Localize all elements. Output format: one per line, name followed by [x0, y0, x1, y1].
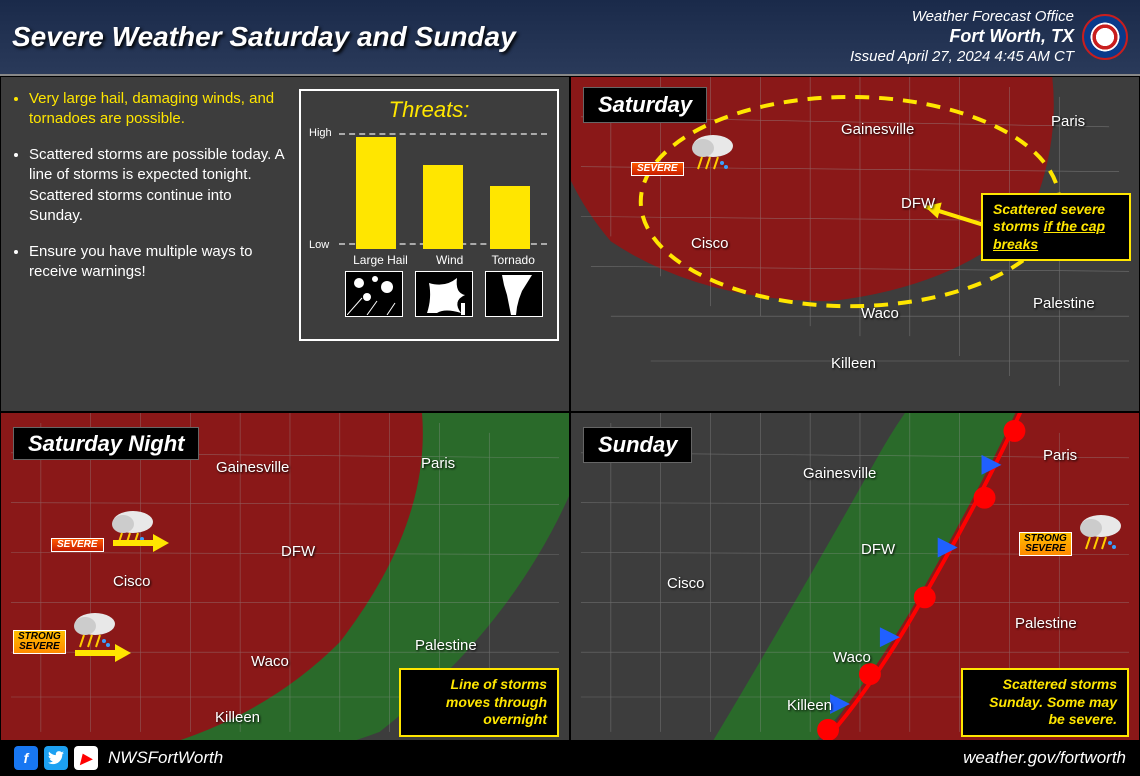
city-palestine-sn: Palestine	[415, 637, 477, 654]
bar-hail	[356, 137, 396, 249]
city-dfw-sn: DFW	[281, 543, 315, 560]
label-sunday: Sunday	[583, 427, 692, 463]
bullet-3: Ensure you have multiple ways to receive…	[29, 242, 289, 283]
hail-icon	[345, 271, 403, 317]
office-line2: Fort Worth, TX	[850, 26, 1074, 48]
axis-high: High	[309, 127, 332, 139]
city-waco-sat: Waco	[861, 305, 899, 322]
header-right: Weather Forecast Office Fort Worth, TX I…	[850, 8, 1128, 66]
footer-bar: f ▶ NWSFortWorth weather.gov/fortworth	[0, 740, 1140, 776]
social-handle: NWSFortWorth	[108, 748, 223, 768]
bars-container	[343, 129, 543, 249]
bullet-1: Very large hail, damaging winds, and tor…	[29, 89, 289, 130]
header-bar: Severe Weather Saturday and Sunday Weath…	[0, 0, 1140, 76]
city-palestine-sun: Palestine	[1015, 615, 1077, 632]
callout-satnight: Line of storms moves through overnight	[399, 668, 559, 737]
lbl-wind: Wind	[436, 253, 463, 267]
city-killeen-sun: Killeen	[787, 697, 832, 714]
arrow-1-icon	[111, 531, 171, 555]
threats-box: Threats: High Low Large Hail Wind Tornad…	[299, 89, 559, 341]
bullet-2: Scattered storms are possible today. A l…	[29, 145, 289, 226]
youtube-icon[interactable]: ▶	[74, 746, 98, 770]
bar-tornado	[490, 186, 530, 248]
issued-line: Issued April 27, 2024 4:45 AM CT	[850, 48, 1074, 66]
wind-icon	[415, 271, 473, 317]
panel-saturday: Saturday SEVERE Gainesville Paris DFW Ci…	[570, 76, 1140, 412]
threats-title: Threats:	[309, 97, 549, 123]
city-gainesville-sat: Gainesville	[841, 121, 914, 138]
threats-chart: High Low	[339, 129, 547, 249]
panel-saturday-night: Saturday Night SEVERE STRONGSEVERE Gaine…	[0, 412, 570, 748]
city-paris-sun: Paris	[1043, 447, 1077, 464]
city-cisco-sat: Cisco	[691, 235, 729, 252]
bar-labels: Large Hail Wind Tornado	[339, 253, 549, 267]
strong-tag-sun: STRONGSEVERE	[1019, 532, 1072, 556]
axis-low: Low	[309, 239, 329, 251]
strong-tag-sn: STRONGSEVERE	[13, 630, 66, 654]
label-saturday: Saturday	[583, 87, 707, 123]
panel-sunday: Sunday STRONGSEVERE Gainesville Paris DF…	[570, 412, 1140, 748]
lbl-tornado: Tornado	[492, 253, 535, 267]
callout-sunday: Scattered storms Sunday. Some may be sev…	[961, 668, 1129, 737]
label-satnight: Saturday Night	[13, 427, 199, 460]
threat-icons	[339, 271, 549, 317]
city-cisco-sn: Cisco	[113, 573, 151, 590]
main-title: Severe Weather Saturday and Sunday	[12, 21, 516, 53]
storm-saturday: SEVERE	[631, 133, 738, 176]
lbl-hail: Large Hail	[353, 253, 408, 267]
footer-url: weather.gov/fortworth	[963, 748, 1126, 768]
city-dfw-sat: DFW	[901, 195, 935, 212]
social-row: f ▶ NWSFortWorth	[14, 746, 223, 770]
tornado-icon	[485, 271, 543, 317]
city-killeen-sat: Killeen	[831, 355, 876, 372]
city-dfw-sun: DFW	[861, 541, 895, 558]
city-gainesville-sun: Gainesville	[803, 465, 876, 482]
bar-wind	[423, 165, 463, 249]
facebook-icon[interactable]: f	[14, 746, 38, 770]
callout-saturday: Scattered severe storms if the cap break…	[981, 193, 1131, 262]
arrow-2-icon	[73, 641, 133, 665]
storm-sunday: STRONGSEVERE	[1019, 513, 1126, 556]
city-waco-sun: Waco	[833, 649, 871, 666]
city-waco-sn: Waco	[251, 653, 289, 670]
bullet-list: Very large hail, damaging winds, and tor…	[11, 89, 289, 399]
twitter-icon[interactable]	[44, 746, 68, 770]
city-killeen-sn: Killeen	[215, 709, 260, 726]
city-paris-sn: Paris	[421, 455, 455, 472]
panel-summary: Very large hail, damaging winds, and tor…	[0, 76, 570, 412]
city-gainesville-sn: Gainesville	[216, 459, 289, 476]
severe-tag-sat: SEVERE	[631, 162, 684, 176]
city-paris-sat: Paris	[1051, 113, 1085, 130]
severe-tag-sn: SEVERE	[51, 538, 104, 552]
city-cisco-sun: Cisco	[667, 575, 705, 592]
office-line1: Weather Forecast Office	[850, 8, 1074, 26]
main-grid: Very large hail, damaging winds, and tor…	[0, 76, 1140, 748]
city-palestine-sat: Palestine	[1033, 295, 1095, 312]
nws-logo-icon	[1082, 14, 1128, 60]
